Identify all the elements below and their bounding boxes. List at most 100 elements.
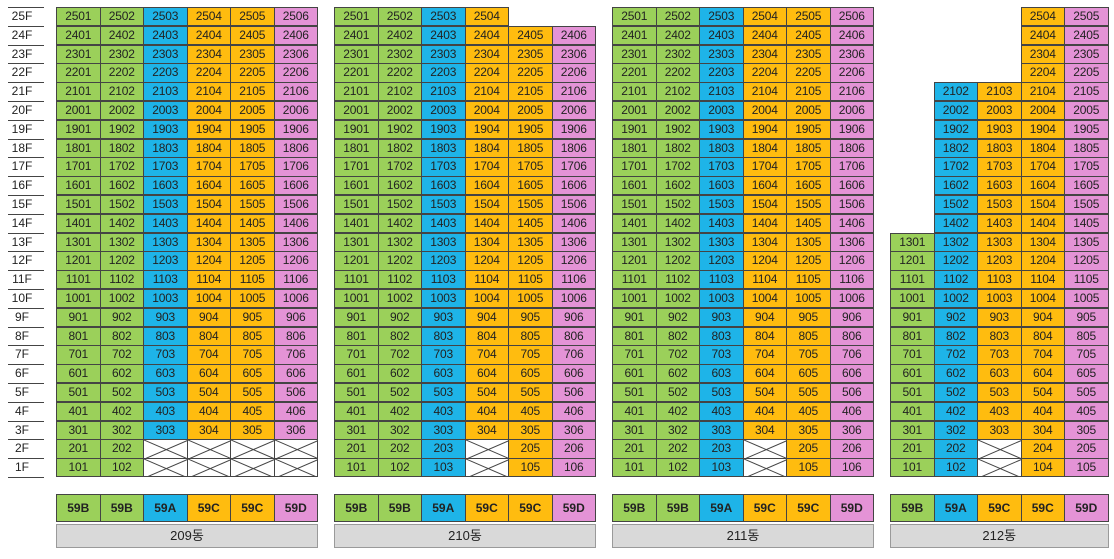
unit-cell: 1704 (186, 157, 231, 177)
unit-cell: 2101 (334, 82, 379, 102)
unit-cell: 1606 (829, 176, 874, 196)
unit-cell: 2403 (421, 25, 466, 45)
unit-cell: 206 (829, 439, 874, 459)
unit-cell: 1701 (612, 157, 657, 177)
unit-cell: 1802 (99, 138, 144, 158)
unit-cell: 2403 (143, 25, 188, 45)
unit-cell: 1302 (99, 232, 144, 252)
unit-cell: 101 (890, 458, 935, 478)
unit-cell: 401 (56, 401, 101, 421)
unit-cell: 1805 (230, 138, 275, 158)
unit-cell: 2301 (334, 44, 379, 64)
unit-cell: 1501 (56, 195, 101, 215)
unit-type-cell: 59A (933, 494, 978, 522)
unit-cell: 905 (786, 307, 831, 327)
unit-cell: 1402 (377, 213, 422, 233)
unit-cell: 705 (508, 345, 553, 365)
unit-cell: 605 (230, 364, 275, 384)
unit-cell: 501 (890, 383, 935, 403)
unit-type-cell: 59C (977, 494, 1022, 522)
unit-cell: 2105 (230, 82, 275, 102)
unit-cell: 2306 (829, 44, 874, 64)
unit-cell: 202 (377, 439, 422, 459)
unit-cell: 1005 (508, 289, 553, 309)
unit-cell: 1403 (699, 213, 744, 233)
unit-cell: 2105 (786, 82, 831, 102)
unit-cell: 1206 (829, 251, 874, 271)
unit-cell: 906 (273, 307, 318, 327)
unit-cell: 405 (786, 401, 831, 421)
unit-cell: 1001 (56, 289, 101, 309)
unit-cell: 1103 (699, 270, 744, 290)
cross-mark-icon (187, 459, 231, 477)
unit-cell: 306 (551, 420, 596, 440)
unit-cell: 2105 (508, 82, 553, 102)
unit-type-cell: 59A (143, 494, 188, 522)
unit-cell: 1806 (829, 138, 874, 158)
unit-cell: 1504 (1020, 195, 1065, 215)
unit-cell: 1605 (230, 176, 275, 196)
unit-cell: 604 (1020, 364, 1065, 384)
unit-cell: 1403 (977, 213, 1022, 233)
unit-cell: 1104 (1020, 270, 1065, 290)
unit-cell: 1104 (186, 270, 231, 290)
unit-cell: 1403 (143, 213, 188, 233)
unit-cell: 1001 (334, 289, 379, 309)
unit-cell: 1301 (334, 232, 379, 252)
unit-cell: 606 (273, 364, 318, 384)
floor-divider (8, 420, 44, 422)
unit-cell: 401 (334, 401, 379, 421)
unit-cell: 1101 (890, 270, 935, 290)
unit-cell: 1804 (186, 138, 231, 158)
unit-cell: 103 (699, 458, 744, 478)
unit-cell: 1506 (551, 195, 596, 215)
unavailable-unit-cell (230, 458, 275, 478)
floor-divider (8, 439, 44, 441)
unit-cell: 502 (377, 383, 422, 403)
unit-cell: 1304 (1020, 232, 1065, 252)
unit-cell: 102 (655, 458, 700, 478)
unit-cell: 504 (742, 383, 787, 403)
unit-cell: 1904 (186, 119, 231, 139)
unit-cell: 1002 (655, 289, 700, 309)
unit-cell: 502 (99, 383, 144, 403)
unit-cell: 1605 (786, 176, 831, 196)
unit-cell: 405 (230, 401, 275, 421)
unit-cell: 806 (273, 326, 318, 346)
unit-cell: 1603 (977, 176, 1022, 196)
unit-cell: 305 (786, 420, 831, 440)
unit-cell: 1502 (99, 195, 144, 215)
unit-cell: 1504 (186, 195, 231, 215)
unit-cell: 1005 (786, 289, 831, 309)
unit-cell: 806 (551, 326, 596, 346)
unit-cell: 1606 (273, 176, 318, 196)
unit-cell: 1401 (612, 213, 657, 233)
unit-cell: 1705 (1064, 157, 1109, 177)
unit-cell: 503 (143, 383, 188, 403)
unit-cell: 1604 (186, 176, 231, 196)
floor-label: 11F (12, 272, 32, 287)
floor-divider (8, 401, 44, 403)
unit-cell: 202 (655, 439, 700, 459)
unit-cell: 2402 (99, 25, 144, 45)
cross-mark-icon (465, 459, 509, 477)
unit-cell: 404 (742, 401, 787, 421)
unit-cell: 1801 (56, 138, 101, 158)
unit-cell: 2503 (421, 7, 466, 27)
unit-cell: 1104 (742, 270, 787, 290)
unit-cell: 503 (421, 383, 466, 403)
unit-cell: 705 (786, 345, 831, 365)
unit-cell: 505 (508, 383, 553, 403)
unit-cell: 2104 (1020, 82, 1065, 102)
unit-cell: 1801 (612, 138, 657, 158)
unit-cell: 1906 (551, 119, 596, 139)
unit-cell: 1206 (273, 251, 318, 271)
unit-cell: 2404 (742, 25, 787, 45)
unit-cell: 1405 (786, 213, 831, 233)
unit-cell: 102 (377, 458, 422, 478)
unit-cell: 2402 (377, 25, 422, 45)
unit-cell: 1905 (508, 119, 553, 139)
unit-cell: 2003 (143, 101, 188, 121)
unit-cell: 1103 (143, 270, 188, 290)
